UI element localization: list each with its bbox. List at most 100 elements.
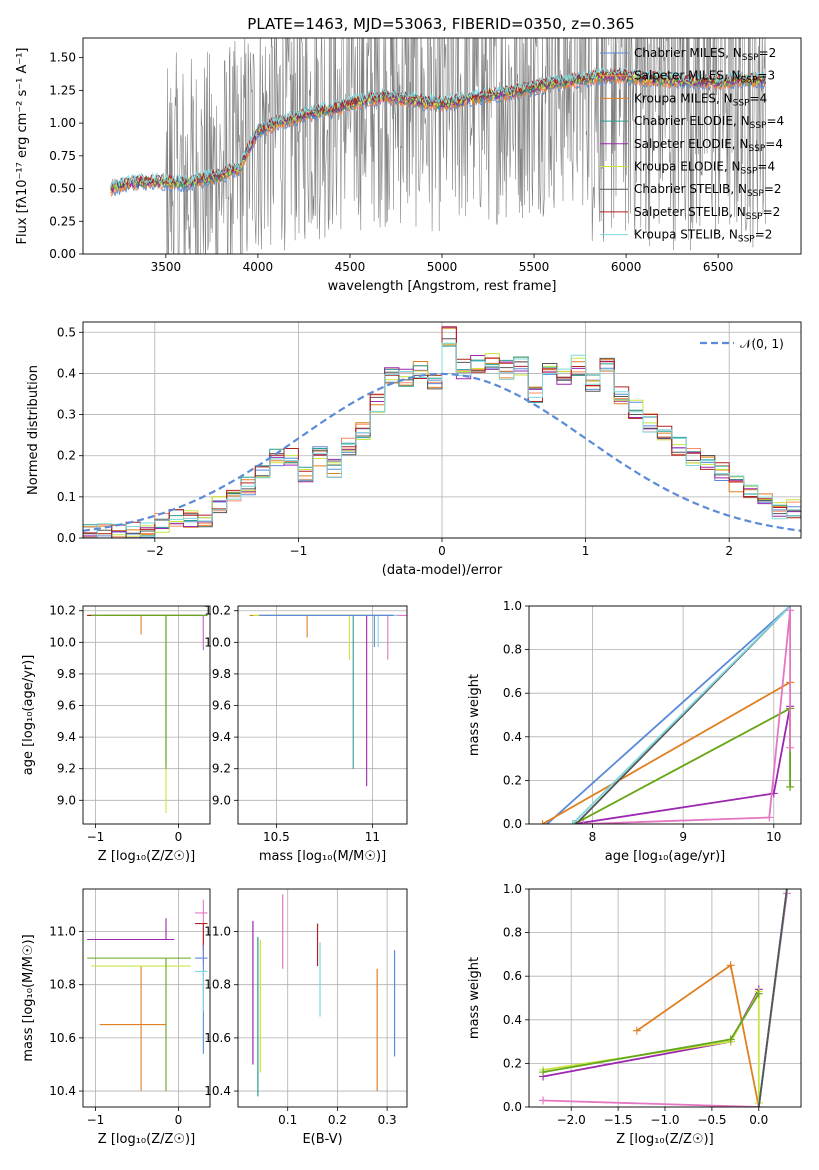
- legend-entry-0: Chabrier MILES, NSSP=2: [634, 46, 776, 63]
- observed-spectrum-line: [110, 38, 766, 254]
- plot-area: [110, 38, 767, 254]
- legend-name: Chabrier ELODIE, N: [634, 114, 750, 128]
- legend-entry-2: Kroupa MILES, NSSP=4: [634, 91, 767, 108]
- plot-area: [539, 889, 791, 1107]
- x-axis-label: Z [log₁₀(Z/Z☉)]: [98, 849, 195, 864]
- y-tick-label: 9.8: [212, 667, 231, 681]
- legend-name: Salpeter MILES, N: [634, 69, 741, 83]
- y-tick-label: 0.0: [57, 531, 76, 545]
- y-tick-label: 0.3: [57, 408, 76, 422]
- y-tick-label: 0.4: [503, 1013, 522, 1027]
- y-tick-label: 11.0: [49, 925, 76, 939]
- y-tick-label: 10.4: [204, 1084, 231, 1098]
- y-tick-label: 9.4: [212, 730, 231, 744]
- x-tick-label: 0.0: [749, 1113, 768, 1127]
- y-axis-label: mass [log₁₀(M/M☉)]: [21, 934, 36, 1061]
- y-tick-label: 10.4: [49, 1084, 76, 1098]
- legend-entry-gaussian: 𝒩(0, 1): [740, 337, 784, 351]
- y-tick-label: 0.5: [57, 325, 76, 339]
- x-axis-label: (data-model)/error: [382, 563, 503, 578]
- y-tick-label: 0.6: [503, 686, 522, 700]
- y-tick-label: 10.2: [49, 604, 76, 618]
- weight-line-2: [542, 988, 760, 1103]
- x-tick-label: 0.3: [378, 1113, 397, 1127]
- x-tick-label: 11: [365, 830, 380, 844]
- y-tick-label: 0.25: [49, 214, 76, 228]
- weight-marker: [765, 813, 774, 822]
- histogram-step-1: [83, 344, 801, 538]
- y-tick-label: 1.0: [503, 599, 522, 613]
- legend-entry-6: Chabrier STELIB, NSSP=2: [634, 182, 782, 199]
- x-tick-label: 9: [679, 830, 687, 844]
- y-tick-label: 9.2: [57, 762, 76, 776]
- y-tick-label: 0.8: [503, 643, 522, 657]
- legend-sub: SSP: [742, 53, 759, 63]
- histogram-step-2: [83, 327, 801, 535]
- x-tick-label: −0.5: [697, 1113, 726, 1127]
- y-tick-label: 0.8: [503, 926, 522, 940]
- y-tick-label: 0.0: [503, 817, 522, 831]
- weight-line-6: [571, 606, 791, 824]
- y-tick-label: 0.6: [503, 969, 522, 983]
- weight-marker: [782, 889, 791, 893]
- legend-suffix: =2: [759, 46, 777, 60]
- y-tick-label: 10.0: [49, 635, 76, 649]
- y-axis-label: mass weight: [467, 674, 482, 756]
- legend-name: Kroupa STELIB, N: [634, 228, 738, 242]
- age-vs-metallicity-plot: −1 0 9.0 9.2 9.4 9.6 9.8 10.0 10.2 Z [log₁₀(Z/Z☉)…: [21, 604, 211, 864]
- x-tick-label: 0: [438, 544, 446, 558]
- y-tick-label: 9.6: [212, 699, 231, 713]
- y-tick-label: 1.0: [503, 882, 522, 896]
- legend-entry-3: Chabrier ELODIE, NSSP=4: [634, 114, 784, 131]
- legend-name: Chabrier MILES, N: [634, 46, 742, 60]
- legend-name: Salpeter ELODIE, N: [634, 137, 748, 151]
- spectrum-title: PLATE=1463, MJD=53063, FIBERID=0350, z=0…: [247, 15, 634, 33]
- legend-sub: SSP: [746, 212, 763, 222]
- axes-frame: [82, 605, 211, 825]
- x-tick-label: −1: [87, 830, 105, 844]
- y-tick-label: 0.00: [49, 247, 76, 261]
- weight-line-1: [542, 681, 791, 824]
- legend-sub: SSP: [741, 167, 758, 177]
- legend-suffix: =4: [750, 91, 768, 105]
- legend-entry-5: Kroupa ELODIE, NSSP=4: [634, 160, 775, 177]
- x-tick-label: 8: [589, 830, 597, 844]
- legend-sub: SSP: [747, 189, 764, 199]
- y-axis-label: Flux [fλ10⁻¹⁷ erg cm⁻² s⁻¹ A⁻¹]: [15, 48, 30, 245]
- weight-marker: [754, 989, 763, 998]
- x-tick-label: 0: [175, 1113, 183, 1127]
- x-axis-label: wavelength [Angstrom, rest frame]: [328, 279, 557, 294]
- y-tick-label: 9.0: [57, 793, 76, 807]
- x-tick-label: 6500: [703, 260, 734, 274]
- x-tick-label: 6000: [611, 260, 642, 274]
- y-tick-label: 9.0: [212, 793, 231, 807]
- weight-marker: [786, 782, 795, 791]
- x-axis-label: age [log₁₀(age/yr)]: [605, 849, 726, 864]
- mass-vs-metallicity-plot: −1 0 10.4 10.6 10.8 11.0 Z [log₁₀(Z/Z☉)] mass […: [21, 888, 211, 1147]
- y-tick-label: 0.50: [49, 182, 76, 196]
- axes-frame: [237, 888, 408, 1108]
- legend-sub: SSP: [750, 121, 767, 131]
- legend-sub: SSP: [741, 76, 758, 86]
- y-tick-label: 0.2: [503, 773, 522, 787]
- x-tick-label: 0.1: [278, 1113, 297, 1127]
- y-tick-label: 10.8: [49, 978, 76, 992]
- histogram-step-5: [83, 343, 801, 538]
- x-tick-label: 1: [582, 544, 590, 558]
- weight-line-7: [757, 889, 788, 1107]
- axes-frame: [82, 888, 211, 1108]
- legend-suffix: =2: [763, 205, 781, 219]
- y-tick-label: 9.4: [57, 730, 76, 744]
- y-axis-label: Normed distribution: [26, 365, 41, 495]
- y-tick-label: 1.00: [49, 116, 76, 130]
- y-tick-label: 11.0: [204, 925, 231, 939]
- x-tick-label: 4000: [243, 260, 274, 274]
- x-tick-label: 0.2: [328, 1113, 347, 1127]
- legend-name: Chabrier STELIB, N: [634, 182, 747, 196]
- weight-marker: [538, 820, 547, 824]
- y-tick-label: 0.4: [503, 730, 522, 744]
- weight-marker: [786, 606, 795, 615]
- weight-marker: [786, 743, 795, 752]
- histogram-step-4: [83, 326, 801, 538]
